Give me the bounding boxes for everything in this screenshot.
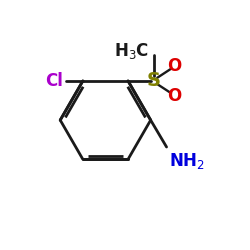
Text: Cl: Cl xyxy=(46,72,63,90)
Text: O: O xyxy=(167,87,181,105)
Text: O: O xyxy=(167,57,181,75)
Text: H$_3$C: H$_3$C xyxy=(114,41,149,61)
Text: S: S xyxy=(147,72,161,90)
Text: NH$_2$: NH$_2$ xyxy=(170,151,205,171)
